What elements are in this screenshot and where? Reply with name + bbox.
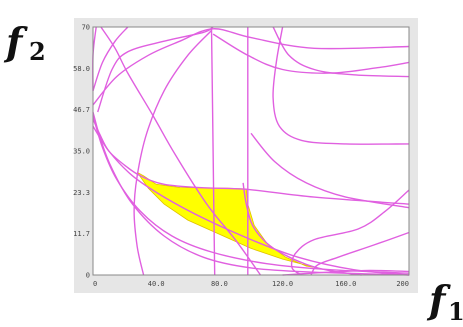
y-tick-label: 0 — [86, 272, 90, 280]
constraint-curve — [212, 33, 410, 74]
y-tick-label: 70 — [82, 24, 90, 32]
constraint-curve — [272, 26, 410, 78]
constraint-curve — [133, 30, 213, 276]
x-tick-label: 200 — [396, 280, 409, 288]
x-tick-label: 120.0 — [272, 280, 293, 288]
constraint-curve — [92, 111, 410, 276]
constraint-curve — [250, 132, 410, 209]
x-tick-label: 0 — [93, 280, 97, 288]
y-tick-label: 23.3 — [73, 189, 90, 197]
y-tick-label: 11.7 — [73, 230, 90, 238]
constraint-curve — [92, 28, 410, 106]
plot-border — [92, 26, 410, 276]
constraint-curve — [242, 182, 362, 276]
x-axis-ticks: 0 40.0 80.0 120.0 160.0 200 — [93, 280, 409, 288]
constraint-curve — [282, 269, 410, 276]
constraint-curve — [272, 26, 410, 145]
x-tick-label: 40.0 — [148, 280, 165, 288]
y-tick-label: 35.0 — [73, 148, 90, 156]
y-axis-label: f — [3, 19, 28, 64]
constraint-curve — [92, 125, 410, 276]
constraint-curve — [290, 189, 410, 276]
constraint-curve — [97, 26, 214, 113]
x-tick-label: 80.0 — [211, 280, 228, 288]
curve-series — [92, 26, 410, 276]
y-tick-label: 46.7 — [73, 106, 90, 114]
x-tick-label: 160.0 — [335, 280, 356, 288]
constraint-curve — [310, 231, 410, 276]
x-axis-label-subscript: 1 — [448, 297, 463, 326]
y-axis-ticks: 0 11.7 23.3 35.0 46.7 58.0 70 — [73, 24, 90, 280]
constraint-curve — [92, 26, 129, 92]
y-axis-label-subscript: 2 — [29, 37, 46, 66]
y-tick-label: 58.0 — [73, 65, 90, 73]
constraint-curve — [210, 26, 216, 276]
constraint-curve — [92, 115, 410, 274]
constraint-curve — [100, 26, 262, 276]
